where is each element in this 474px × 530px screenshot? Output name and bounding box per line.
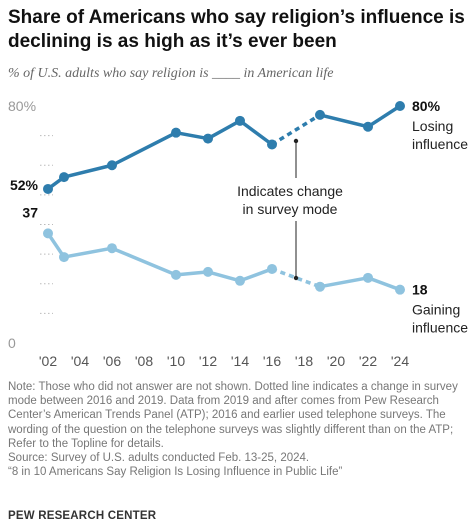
x-tick-label: '16 xyxy=(263,353,281,369)
series-line-segment xyxy=(206,119,242,141)
series-line-segment xyxy=(110,246,178,277)
series-line-segment xyxy=(174,130,210,141)
x-tick-label: '08 xyxy=(135,353,153,369)
data-point xyxy=(363,121,373,132)
series-line-segment xyxy=(238,119,274,147)
series-start-label: 37 xyxy=(22,204,38,220)
series-name-label: Gaining xyxy=(412,302,460,318)
series-line-segment xyxy=(62,163,114,179)
chart-subtitle: % of U.S. adults who say religion is ___… xyxy=(8,66,334,81)
annotation-pointer-dot xyxy=(293,275,299,281)
x-tick-label: '12 xyxy=(199,353,217,369)
series-line-segment xyxy=(238,267,274,283)
line-chart: 80% 0 '02 '04 '06 '08 '10 '12 '14 '16 '18 '20 '22 '24… xyxy=(8,98,468,369)
series-line-segment xyxy=(366,104,402,129)
x-tick-label: '24 xyxy=(391,353,409,369)
annotation-text: in survey mode xyxy=(243,201,338,217)
series-line-segment xyxy=(110,130,178,167)
x-tick-label: '06 xyxy=(103,353,121,369)
series-start-label: 52% xyxy=(10,177,39,193)
data-point xyxy=(203,133,213,144)
series-end-label: 18 xyxy=(412,282,428,298)
chart-title: Share of Americans who say religion’s in… xyxy=(8,7,465,52)
note-line: mode between 2016 and 2019. Data from 20… xyxy=(8,395,439,408)
data-point xyxy=(235,115,245,126)
data-point xyxy=(107,243,117,254)
data-point xyxy=(171,127,181,138)
data-point xyxy=(395,101,405,111)
annotation-pointer-dot xyxy=(293,138,299,144)
series-name-label: influence xyxy=(412,136,468,152)
note-line: Center’s American Trends Panel (ATP); 20… xyxy=(8,409,446,422)
x-tick-label: '14 xyxy=(231,353,249,369)
note-line: wording of the question on the telephone… xyxy=(8,423,454,436)
data-point xyxy=(315,109,325,120)
x-tick-label: '02 xyxy=(39,353,57,369)
chart-notes: Note: Those who did not answer are not s… xyxy=(8,380,468,479)
data-point xyxy=(315,281,325,292)
series-line-segment xyxy=(318,113,370,129)
data-point xyxy=(59,172,69,183)
series-line-segment xyxy=(174,270,210,277)
data-point xyxy=(363,272,373,283)
annotation-text: Indicates change xyxy=(237,183,343,199)
data-point xyxy=(43,183,53,194)
data-point xyxy=(107,160,117,171)
x-tick-label: '04 xyxy=(71,353,89,369)
data-point xyxy=(395,284,405,295)
y-tick-label: 0 xyxy=(8,335,16,351)
note-line: Note: Those who did not answer are not s… xyxy=(8,381,458,393)
data-point xyxy=(43,228,53,239)
data-point xyxy=(59,252,69,263)
series-end-label: 80% xyxy=(412,98,441,114)
x-tick-label: '10 xyxy=(167,353,185,369)
x-tick-label: '22 xyxy=(359,353,377,369)
series-line-segment xyxy=(366,276,402,292)
data-point xyxy=(267,263,277,274)
x-tick-label: '20 xyxy=(327,353,345,369)
data-point xyxy=(267,139,277,150)
series-name-label: Losing xyxy=(412,118,453,134)
series-line-segment xyxy=(318,276,370,289)
brand-name: PEW RESEARCH CENTER xyxy=(8,510,157,522)
series-line-segment xyxy=(62,246,114,259)
data-point xyxy=(203,266,213,277)
series-name-label: influence xyxy=(412,320,468,336)
source-line: Source: Survey of U.S. adults conducted … xyxy=(8,452,310,465)
x-tick-label: '18 xyxy=(295,353,313,369)
note-line: Refer to the Topline for details. xyxy=(8,437,164,450)
series-line-segment xyxy=(206,270,242,283)
y-tick-label: 80% xyxy=(8,98,36,114)
data-point xyxy=(235,275,245,286)
series-line-segment xyxy=(271,113,321,147)
report-title-line: “8 in 10 Americans Say Religion Is Losin… xyxy=(8,466,343,479)
data-point xyxy=(171,269,181,280)
